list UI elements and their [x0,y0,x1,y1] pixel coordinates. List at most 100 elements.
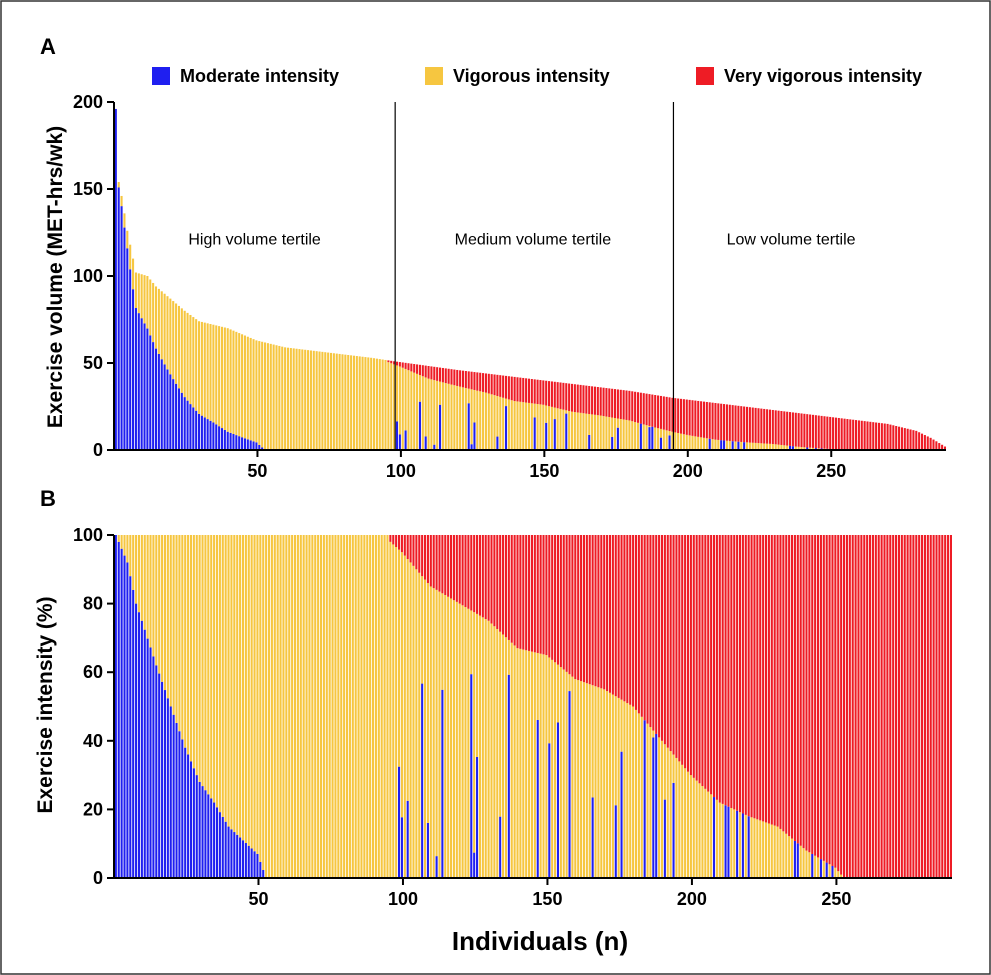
panel-a-bar-96-very-vigorous [387,360,390,363]
panel-b-bar-41-moderate [230,829,233,878]
panel-a-bar-134-moderate [496,436,499,450]
panel-a-bar-142-very-vigorous [519,377,522,402]
panel-a-bar-51-moderate [258,444,261,450]
panel-a-bar-211-very-vigorous [717,403,720,440]
panel-a-bar-154-vigorous [553,407,556,420]
panel-b-bar-88-vigorous [366,535,369,878]
panel-b-bar-278-very-vigorous [915,535,918,878]
panel-a-bar-248-very-vigorous [823,416,826,449]
panel-b-bar-146-vigorous [533,652,536,878]
panel-b-bar-277-very-vigorous [912,535,915,878]
panel-a-bar-197-vigorous [677,433,680,450]
panel-a-bar-283-very-vigorous [923,435,926,450]
panel-a-bar-205-very-vigorous [700,401,703,438]
panel-a-bar-281-very-vigorous [918,432,921,450]
panel-a-bar-247-very-vigorous [820,415,823,449]
panel-a-bar-162-vigorous [576,412,579,450]
panel-a-bar-12-vigorous [146,276,149,329]
panel-b-bar-114-very-vigorous [441,535,444,594]
panel-b-bar-144-vigorous [528,650,531,878]
panel-a-bar-191-vigorous [659,428,662,438]
panel-a-bar-129-vigorous [482,391,485,450]
panel-b-bar-243-vigorous [814,855,817,878]
panel-b-bar-161-vigorous [577,680,580,878]
panel-b-bar-96-very-vigorous [389,535,392,542]
panel-a-bar-249-very-vigorous [826,416,829,449]
panel-a-bar-31-moderate [200,415,203,450]
panel-a-label: A [40,34,56,59]
panel-a-bar-34-moderate [209,420,212,450]
panel-b-bar-25-vigorous [184,535,187,748]
panel-a-bar-143-very-vigorous [522,377,525,403]
panel-a-bar-133-very-vigorous [493,374,496,396]
panel-a-bar-120-vigorous [456,385,459,450]
panel-b-bar-150-vigorous [545,655,548,878]
panel-a-bar-199-very-vigorous [682,399,685,435]
panel-b-bar-244-very-vigorous [817,535,820,858]
panel-b-bar-2-vigorous [117,535,120,542]
panel-a-x-tick-label-250: 250 [816,461,846,481]
panel-b-bar-107-very-vigorous [421,535,424,577]
panel-a-bar-241-vigorous [803,447,806,450]
panel-b-bar-159-vigorous [571,676,574,878]
panel-a-bar-94-vigorous [381,359,384,450]
panel-a-bar-223-very-vigorous [751,407,754,443]
panel-b-bar-128-vigorous [481,617,484,878]
panel-b-bar-7-vigorous [132,535,135,590]
panel-b-bar-49-vigorous [253,535,256,852]
panel-b-bar-250-vigorous [834,867,837,878]
panel-b-bar-197-vigorous [681,764,684,878]
panel-b-bar-57-vigorous [276,535,279,878]
panel-a-bar-19-vigorous [166,296,169,370]
panel-a-bar-151-vigorous [545,405,548,423]
panel-a-bar-113-very-vigorous [436,367,439,381]
panel-b-bar-219-very-vigorous [744,535,747,815]
panel-b-bar-64-vigorous [296,535,299,878]
panel-b-bar-270-very-vigorous [892,535,895,878]
panel-a-bar-171-vigorous [602,416,605,450]
panel-a-bar-217-very-vigorous [734,405,737,442]
panel-a-bar-194-vigorous [668,431,671,436]
panel-a-bar-73-vigorous [321,351,324,450]
panel-b-bar-182-very-vigorous [637,535,640,714]
panel-b-bar-98-very-vigorous [395,535,398,547]
panel-a-bar-154-moderate [553,419,556,450]
panel-a-bar-82-vigorous [347,355,350,450]
panel-a-bar-267-very-vigorous [877,422,881,450]
panel-b-bar-239-very-vigorous [802,535,805,849]
panel-b-bar-29-moderate [195,775,198,878]
panel-b-bar-171-very-vigorous [606,535,609,692]
panel-a-bar-178-vigorous [622,419,625,450]
panel-a-bar-229-very-vigorous [768,409,771,444]
panel-b-bar-251-vigorous [837,871,840,878]
panel-a-bar-150-vigorous [542,404,545,450]
panel-a-bar-158-moderate [565,413,568,450]
panel-b-bar-289-very-vigorous [947,535,950,878]
panel-b-bar-246-vigorous [822,860,825,878]
panel-a-bar-232-vigorous [777,444,780,450]
panel-b-bar-144-very-vigorous [528,535,531,651]
panel-b-bar-110-vigorous [429,586,432,878]
panel-b-bar-18-vigorous [163,535,167,691]
panel-a-tertile-labels: High volume tertile Medium volume tertile… [188,232,855,249]
panel-b-bar-177-vigorous [623,701,626,878]
panel-a-bar-99-vigorous [395,365,399,422]
panel-b-bar-49-moderate [253,851,256,878]
panel-b-bar-188-very-vigorous [655,535,658,734]
panel-a-bar-90-vigorous [370,357,373,450]
panel-b-bar-85-vigorous [357,535,360,878]
panel-a-bar-265-very-vigorous [872,422,875,450]
panel-b-bar-135-vigorous [502,634,505,878]
panel-a-bar-194-very-vigorous [668,397,671,432]
panel-b-bar-231-vigorous [779,828,782,878]
panel-a-bar-272-very-vigorous [892,425,895,450]
panel-b-label: B [40,486,56,511]
panel-a-bar-159-vigorous [568,410,571,450]
panel-a-bar-112-moderate [433,444,436,450]
panel-b-bar-260-very-vigorous [863,535,866,878]
panel-a-bar-62-vigorous [289,348,292,450]
panel-b-bar-105-very-vigorous [415,535,418,570]
panel-a-bar-151-moderate [545,422,548,450]
panel-a-bar-16-vigorous [157,288,160,354]
